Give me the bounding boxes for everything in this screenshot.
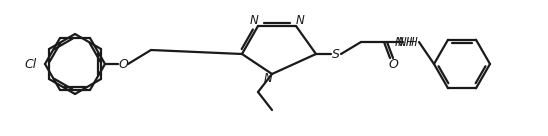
Text: O: O bbox=[388, 58, 398, 70]
Text: N: N bbox=[295, 15, 304, 27]
Text: O: O bbox=[118, 58, 128, 70]
Text: N: N bbox=[394, 35, 403, 49]
Text: Cl: Cl bbox=[25, 58, 37, 70]
Text: S: S bbox=[332, 47, 340, 61]
Text: N: N bbox=[250, 15, 258, 27]
Text: N: N bbox=[264, 72, 272, 86]
Text: NH: NH bbox=[398, 35, 416, 49]
Text: H: H bbox=[409, 35, 418, 49]
